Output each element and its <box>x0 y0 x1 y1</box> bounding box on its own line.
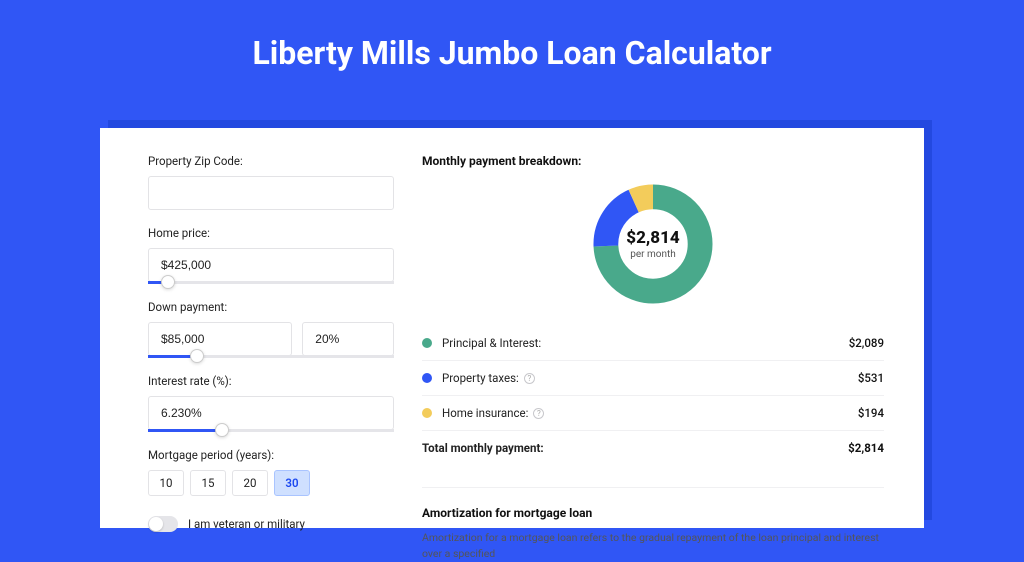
period-btn-10[interactable]: 10 <box>148 470 184 496</box>
down-slider[interactable] <box>148 355 394 358</box>
price-label: Home price: <box>148 226 394 240</box>
down-pct-input[interactable] <box>302 322 394 356</box>
payment-donut-chart: $2,814 per month <box>591 182 715 306</box>
legend-dot <box>422 338 432 348</box>
period-btn-30[interactable]: 30 <box>274 470 310 496</box>
rate-label: Interest rate (%): <box>148 374 394 388</box>
veteran-toggle[interactable] <box>148 516 178 532</box>
down-label: Down payment: <box>148 300 394 314</box>
page-title: Liberty Mills Jumbo Loan Calculator <box>0 0 1024 96</box>
period-button-group: 10152030 <box>148 470 394 496</box>
breakdown-value: $531 <box>858 371 884 385</box>
amortization-text: Amortization for a mortgage loan refers … <box>422 530 884 562</box>
breakdown-total-row: Total monthly payment:$2,814 <box>422 430 884 465</box>
breakdown-title: Monthly payment breakdown: <box>422 154 884 168</box>
down-slider-thumb[interactable] <box>190 349 204 363</box>
period-btn-15[interactable]: 15 <box>190 470 226 496</box>
inputs-column: Property Zip Code: Home price: Down paym… <box>148 154 394 528</box>
rate-slider-thumb[interactable] <box>215 423 229 437</box>
rate-slider-fill <box>148 429 222 432</box>
breakdown-label: Property taxes: ? <box>442 371 858 385</box>
down-field-group: Down payment: <box>148 300 394 358</box>
breakdown-label: Home insurance: ? <box>442 406 858 420</box>
veteran-toggle-row: I am veteran or military <box>148 516 394 532</box>
legend-dot <box>422 408 432 418</box>
info-icon[interactable]: ? <box>524 373 535 384</box>
price-field-group: Home price: <box>148 226 394 284</box>
amortization-title: Amortization for mortgage loan <box>422 487 884 520</box>
veteran-label: I am veteran or military <box>188 517 305 531</box>
down-amount-input[interactable] <box>148 322 292 356</box>
zip-field-group: Property Zip Code: <box>148 154 394 210</box>
info-icon[interactable]: ? <box>533 408 544 419</box>
price-input[interactable] <box>148 248 394 282</box>
breakdown-label: Principal & Interest: <box>442 336 849 350</box>
rate-field-group: Interest rate (%): <box>148 374 394 432</box>
zip-input[interactable] <box>148 176 394 210</box>
donut-sub: per month <box>630 249 676 260</box>
rate-input[interactable] <box>148 396 394 430</box>
donut-center: $2,814 per month <box>591 182 715 306</box>
period-field-group: Mortgage period (years): 10152030 <box>148 448 394 496</box>
period-label: Mortgage period (years): <box>148 448 394 462</box>
zip-label: Property Zip Code: <box>148 154 394 168</box>
price-slider-thumb[interactable] <box>161 275 175 289</box>
breakdown-value: $194 <box>858 406 884 420</box>
breakdown-column: Monthly payment breakdown: $2,814 per mo… <box>422 154 884 528</box>
donut-amount: $2,814 <box>626 228 679 248</box>
breakdown-value: $2,089 <box>849 336 884 350</box>
calculator-card: Property Zip Code: Home price: Down paym… <box>100 128 924 528</box>
period-btn-20[interactable]: 20 <box>232 470 268 496</box>
breakdown-row: Home insurance: ?$194 <box>422 395 884 430</box>
breakdown-row: Principal & Interest:$2,089 <box>422 326 884 360</box>
price-slider[interactable] <box>148 281 394 284</box>
breakdown-row: Property taxes: ?$531 <box>422 360 884 395</box>
legend-dot <box>422 373 432 383</box>
rate-slider[interactable] <box>148 429 394 432</box>
donut-container: $2,814 per month <box>422 182 884 306</box>
total-value: $2,814 <box>848 441 884 455</box>
total-label: Total monthly payment: <box>422 441 848 455</box>
